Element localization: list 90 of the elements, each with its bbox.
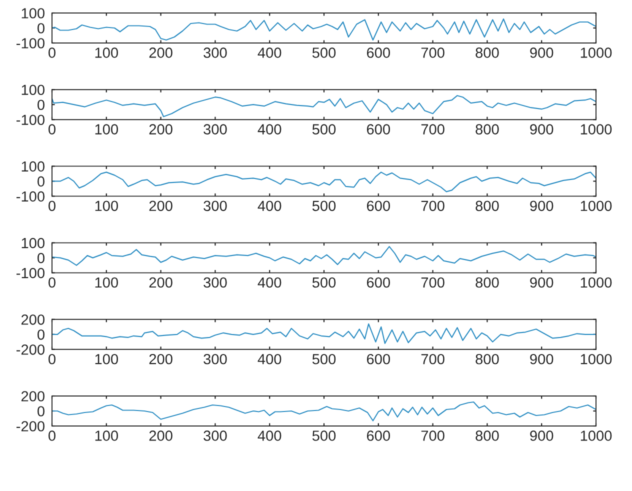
x-tick-label: 700 xyxy=(421,354,444,364)
y-tick-label: 0 xyxy=(38,330,44,340)
line-series xyxy=(52,172,596,192)
x-tick-label: 100 xyxy=(95,354,118,364)
x-tick-label: 500 xyxy=(312,48,336,58)
x-tick-label: 800 xyxy=(476,277,499,288)
x-tick-label: 1000 xyxy=(580,48,612,58)
y-tick-label: 0 xyxy=(38,100,44,110)
y-tick-label: -200 xyxy=(16,421,44,432)
x-tick-label: 1000 xyxy=(580,430,612,441)
x-tick-label: 1000 xyxy=(580,124,612,134)
x-tick-label: 600 xyxy=(366,354,390,364)
x-tick-label: 300 xyxy=(204,124,227,134)
x-tick-label: 100 xyxy=(95,200,118,212)
x-tick-label: 600 xyxy=(366,200,390,212)
x-tick-label: 800 xyxy=(476,124,499,134)
x-tick-label: 400 xyxy=(258,430,282,441)
y-tick-label: -100 xyxy=(16,38,44,48)
x-tick-label: 700 xyxy=(421,124,444,134)
y-tick-label: -100 xyxy=(16,191,44,202)
x-tick-label: 900 xyxy=(530,354,554,364)
x-tick-label: 300 xyxy=(204,277,227,288)
x-tick-label: 800 xyxy=(476,430,499,441)
x-tick-label: 600 xyxy=(366,430,390,441)
line-series xyxy=(52,323,596,344)
x-tick-label: 400 xyxy=(258,277,282,288)
x-tick-label: 1000 xyxy=(580,277,612,288)
y-tick-label: 200 xyxy=(21,314,44,325)
x-tick-label: 900 xyxy=(530,200,554,212)
x-tick-label: 400 xyxy=(258,48,282,58)
x-tick-label: 700 xyxy=(421,277,444,288)
x-tick-label: 100 xyxy=(95,124,118,134)
x-tick-label: 1000 xyxy=(580,200,612,212)
y-tick-label: 0 xyxy=(38,406,44,416)
x-tick-label: 100 xyxy=(95,430,118,441)
x-tick-label: 400 xyxy=(258,124,282,134)
x-tick-label: 200 xyxy=(149,48,172,58)
y-tick-label: 0 xyxy=(38,176,44,187)
x-tick-label: 800 xyxy=(476,200,499,212)
x-tick-label: 500 xyxy=(312,430,336,441)
x-tick-label: 1000 xyxy=(580,354,612,364)
x-tick-label: 900 xyxy=(530,430,554,441)
x-tick-label: 800 xyxy=(476,354,499,364)
y-tick-label: 100 xyxy=(22,161,44,172)
x-tick-label: 0 xyxy=(48,48,56,58)
line-series xyxy=(52,246,596,266)
x-tick-label: 0 xyxy=(48,277,56,288)
x-tick-label: 100 xyxy=(95,48,118,58)
x-tick-label: 400 xyxy=(258,200,282,212)
y-tick-label: 200 xyxy=(21,391,44,402)
y-tick-label: 0 xyxy=(38,23,44,34)
x-tick-label: 0 xyxy=(48,200,56,212)
y-tick-label: -100 xyxy=(16,268,44,278)
y-tick-label: -100 xyxy=(16,114,44,126)
x-tick-label: 600 xyxy=(366,277,390,288)
y-tick-label: 100 xyxy=(22,84,44,96)
x-tick-label: 500 xyxy=(312,277,336,288)
x-tick-label: 300 xyxy=(204,430,227,441)
x-tick-label: 0 xyxy=(48,354,56,364)
y-tick-label: 100 xyxy=(22,238,44,248)
line-series xyxy=(52,401,596,422)
x-tick-label: 400 xyxy=(258,354,282,364)
x-tick-label: 0 xyxy=(48,124,56,134)
x-tick-label: 300 xyxy=(204,200,227,212)
x-tick-label: 500 xyxy=(312,354,336,364)
x-tick-label: 300 xyxy=(204,48,227,58)
x-tick-label: 900 xyxy=(530,48,554,58)
x-tick-label: 200 xyxy=(149,354,172,364)
line-series xyxy=(52,18,596,41)
x-tick-label: 700 xyxy=(421,48,444,58)
x-tick-label: 600 xyxy=(366,124,390,134)
line-series xyxy=(52,95,596,118)
x-tick-label: 800 xyxy=(476,48,499,58)
y-tick-label: 100 xyxy=(22,8,44,18)
x-tick-label: 600 xyxy=(366,48,390,58)
x-tick-label: 700 xyxy=(421,430,444,441)
x-tick-label: 200 xyxy=(149,277,172,288)
x-tick-label: 200 xyxy=(149,430,172,441)
x-tick-label: 900 xyxy=(530,124,554,134)
x-tick-label: 300 xyxy=(204,354,227,364)
x-tick-label: 500 xyxy=(312,200,336,212)
x-tick-label: 200 xyxy=(149,200,172,212)
x-tick-label: 900 xyxy=(530,277,554,288)
x-tick-label: 700 xyxy=(421,200,444,212)
x-tick-label: 0 xyxy=(48,430,56,441)
x-tick-label: 100 xyxy=(95,277,118,288)
x-tick-label: 500 xyxy=(312,124,336,134)
y-tick-label: -200 xyxy=(16,344,44,355)
y-tick-label: 0 xyxy=(38,252,44,264)
x-tick-label: 200 xyxy=(149,124,172,134)
